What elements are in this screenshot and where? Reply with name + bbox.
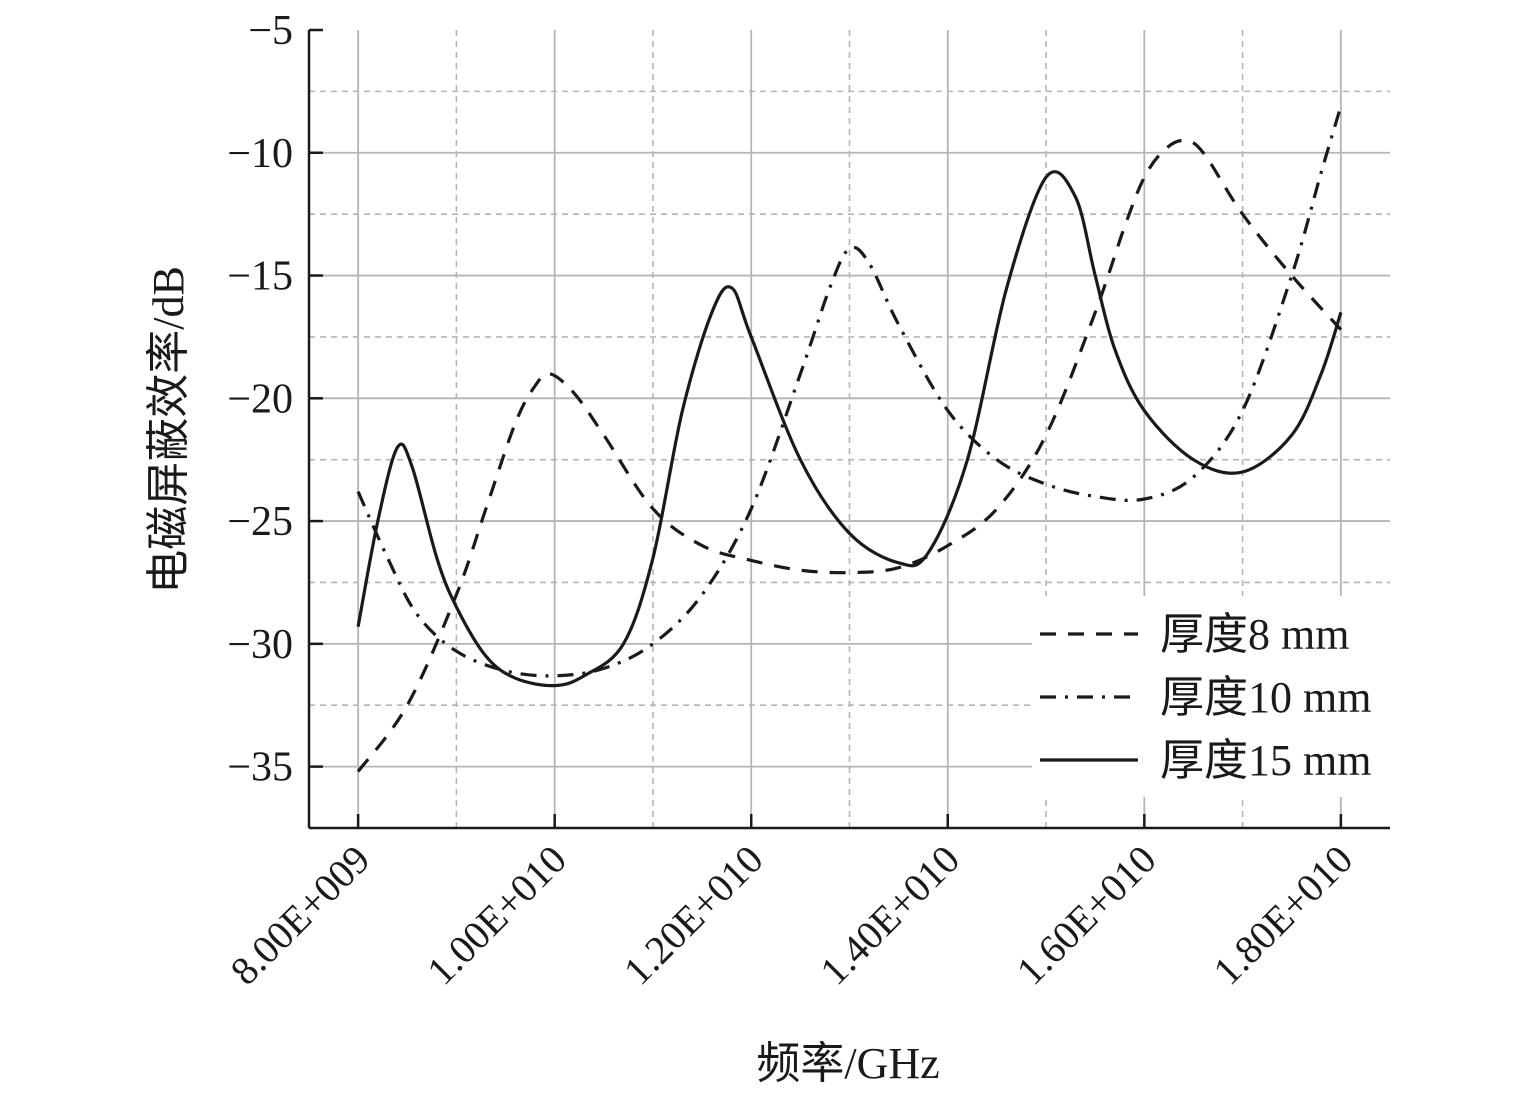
- legend: 厚度8 mm 厚度10 mm 厚度15 mm: [1032, 596, 1392, 797]
- legend-label-2: 厚度15 mm: [1160, 736, 1371, 785]
- x-tick-label-1: 1.00E+010: [418, 837, 575, 994]
- series-line-1: [356, 105, 1343, 678]
- y-tick-label-1: −30: [227, 622, 293, 668]
- series: [356, 105, 1343, 773]
- x-tick-label-0: 8.00E+009: [222, 837, 379, 994]
- y-axis-title: 电磁屏蔽效率/dB: [144, 266, 193, 594]
- series-line-2: [356, 170, 1343, 688]
- series-line-0: [356, 138, 1343, 773]
- x-tick-label-4: 1.60E+010: [1008, 837, 1165, 994]
- y-tick-label-4: −15: [227, 254, 293, 300]
- x-tick-label-3: 1.40E+010: [811, 837, 968, 994]
- legend-label-1: 厚度10 mm: [1160, 673, 1371, 722]
- y-tick-label-2: −25: [227, 499, 293, 545]
- y-tick-label-6: −5: [248, 8, 293, 54]
- x-tick-label-2: 1.20E+010: [615, 837, 772, 994]
- y-tick-label-0: −35: [227, 745, 293, 791]
- y-tick-label-3: −20: [227, 376, 293, 422]
- ticks: −35 −30 −25 −20 −15 −10 −5 8.00E+009 1.00E+010 1.…: [222, 8, 1362, 994]
- axes: [307, 30, 1390, 830]
- y-tick-label-5: −10: [227, 131, 293, 177]
- legend-label-0: 厚度8 mm: [1160, 610, 1349, 659]
- x-tick-label-5: 1.80E+010: [1204, 837, 1361, 994]
- x-axis-title: 频率/GHz: [756, 1039, 939, 1088]
